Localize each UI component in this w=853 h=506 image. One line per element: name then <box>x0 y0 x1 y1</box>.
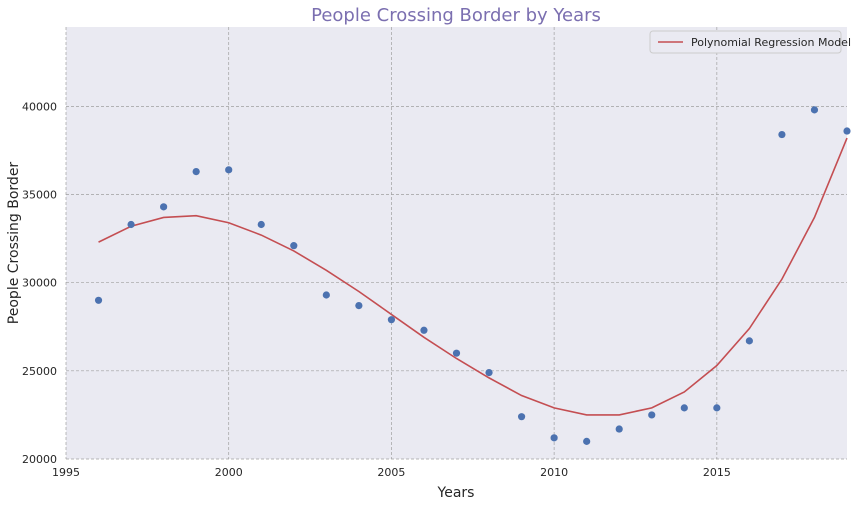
data-point <box>745 337 753 345</box>
data-point <box>583 437 591 445</box>
data-point <box>160 203 168 211</box>
data-point <box>355 301 363 310</box>
x-tick-label: 2000 <box>215 466 243 479</box>
legend: Polynomial Regression Model <box>649 30 851 54</box>
data-point <box>94 296 103 304</box>
x-tick-label: 2005 <box>377 466 405 479</box>
y-tick-label: 40000 <box>22 100 57 113</box>
data-point <box>322 291 330 299</box>
data-point <box>192 167 200 176</box>
data-point <box>778 130 786 139</box>
data-point <box>290 242 298 250</box>
data-point <box>550 434 558 442</box>
x-tick-label: 1995 <box>52 466 80 479</box>
data-point <box>680 404 688 412</box>
grid <box>65 27 847 460</box>
y-tick-label: 35000 <box>22 189 57 202</box>
y-tick-label: 30000 <box>22 277 57 290</box>
regression-line-group <box>98 137 848 416</box>
data-point <box>843 127 851 135</box>
x-axis-title: Years <box>437 485 475 501</box>
data-point <box>648 411 656 419</box>
data-point <box>517 413 526 421</box>
chart-title: People Crossing Border by Years <box>311 5 601 26</box>
data-point <box>257 220 265 229</box>
data-point <box>615 425 623 433</box>
data-point <box>420 326 428 334</box>
data-point <box>387 316 396 324</box>
regression-line <box>98 137 848 416</box>
data-point <box>810 106 819 114</box>
y-axis-title: People Crossing Border <box>6 162 22 325</box>
data-point <box>452 349 461 357</box>
y-tick-label: 20000 <box>22 453 57 466</box>
legend-label: Polynomial Regression Model <box>691 36 851 49</box>
data-point <box>485 369 493 377</box>
y-tick-label: 25000 <box>22 365 57 378</box>
y-axis-ticks: 20000 25000 30000 35000 40000 <box>22 100 57 466</box>
x-axis-ticks: 1995 2000 2005 2010 2015 <box>52 466 731 479</box>
scatter-points <box>94 106 851 445</box>
x-tick-label: 2015 <box>703 466 731 479</box>
data-point <box>127 220 135 229</box>
data-point <box>713 404 721 412</box>
x-tick-label: 2010 <box>540 466 568 479</box>
plot-background <box>66 27 847 459</box>
data-point <box>225 166 233 174</box>
legend-box <box>649 30 842 54</box>
